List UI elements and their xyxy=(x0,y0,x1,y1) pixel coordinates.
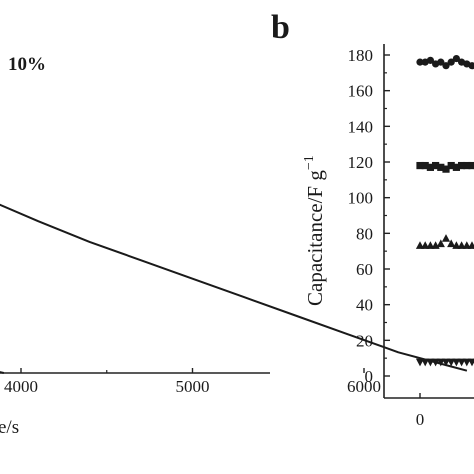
panel-b-y-tick-label: 60 xyxy=(356,260,373,279)
panel-b-y-tick-label: 120 xyxy=(348,153,374,172)
panel-b-y-tick-label: 180 xyxy=(348,46,374,65)
panel-b-y-tick-label: 140 xyxy=(348,117,374,136)
panel-b-point-square xyxy=(421,161,429,170)
panel-b-y-axis-label: Capacitance/F g−1 xyxy=(302,155,327,306)
panel-b-y-tick-label: 160 xyxy=(348,82,374,101)
panel-a-x-tick-label: 5000 xyxy=(176,377,210,396)
panel-b-point-square xyxy=(442,165,450,173)
panel-b-point-triangle-up xyxy=(436,239,445,248)
panel-b-point-square xyxy=(463,161,471,170)
panel-b-point-square xyxy=(458,161,466,170)
panel-b-point-circle xyxy=(437,58,445,66)
panel-b-point-circle xyxy=(452,54,460,63)
panel-b-point-triangle-down xyxy=(457,358,466,367)
panel-a-curve-2 xyxy=(0,371,5,374)
panel-b-point-circle xyxy=(442,62,450,70)
panel-a-x-tick-label: 6000 xyxy=(347,377,381,396)
panel-b-point-triangle-down xyxy=(431,358,440,367)
panel-b-point-triangle-up xyxy=(426,241,435,249)
panel-b-point-square xyxy=(468,161,474,170)
panel-b-point-square xyxy=(447,161,455,170)
panel-b: b 0 20 40 60 80 100 120 140 160 180 0 Capacitance/F … xyxy=(271,9,474,429)
panel-b-point-triangle-up xyxy=(457,241,466,249)
panel-b-label: b xyxy=(271,9,290,46)
panel-b-point-square xyxy=(432,161,440,170)
panel-b-point-triangle-up xyxy=(421,241,430,249)
panel-b-point-triangle-up xyxy=(447,239,456,248)
panel-b-point-triangle-down xyxy=(426,358,435,367)
panel-b-y-tick-label: 40 xyxy=(356,296,373,315)
panel-b-y-tick-label: 0 xyxy=(365,367,374,386)
panel-a: 4000500060007000e/s10% xyxy=(0,54,468,438)
panel-b-point-circle xyxy=(426,56,434,64)
panel-b-point-triangle-down xyxy=(467,358,474,367)
panel-b-y-tick-label: 20 xyxy=(356,331,373,350)
panel-b-point-triangle-up xyxy=(452,241,461,249)
panel-b-point-square xyxy=(452,163,460,171)
panel-b-y-tick-label: 100 xyxy=(348,189,374,208)
panel-b-point-triangle-down xyxy=(441,358,451,367)
panel-b-point-circle xyxy=(447,58,455,66)
panel-a-curve-1 xyxy=(0,203,468,372)
panel-b-point-triangle-up xyxy=(467,241,474,249)
panel-a-x-tick-label: 4000 xyxy=(4,377,38,396)
panel-b-point-triangle-down xyxy=(436,358,445,367)
panel-b-x-tick-label: 0 xyxy=(416,410,425,429)
panel-b-point-triangle-up xyxy=(462,241,471,249)
panel-b-point-triangle-down xyxy=(452,358,461,367)
panel-b-y-tick-label: 80 xyxy=(356,224,373,243)
panel-b-point-triangle-down xyxy=(415,358,425,367)
panel-b-point-triangle-down xyxy=(447,358,456,367)
panel-b-point-square xyxy=(426,163,434,171)
panel-b-point-circle xyxy=(416,58,424,66)
panel-b-point-circle xyxy=(468,62,474,70)
panel-b-point-triangle-up xyxy=(415,241,425,249)
panel-a-x-axis-label: e/s xyxy=(0,417,19,438)
panel-b-point-square xyxy=(416,161,424,170)
panel-b-point-triangle-down xyxy=(462,358,471,367)
panel-b-point-triangle-up xyxy=(441,234,451,242)
panel-b-point-triangle-down xyxy=(421,358,430,367)
panel-a-annotation: 10% xyxy=(8,54,46,75)
panel-b-point-square xyxy=(437,163,445,171)
